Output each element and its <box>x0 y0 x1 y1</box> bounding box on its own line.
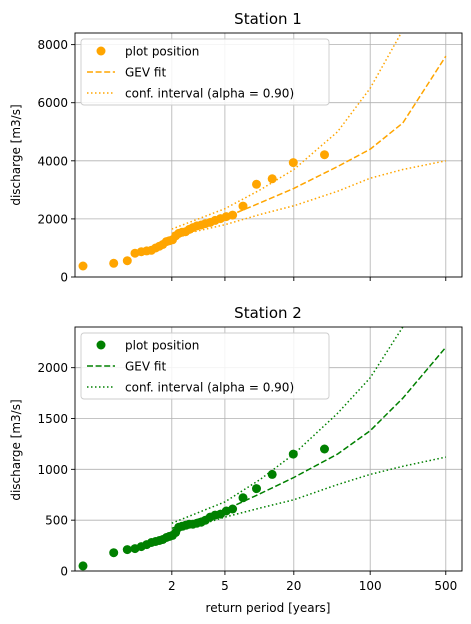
legend-conf-interval-label: conf. interval (alpha = 0.90) <box>125 87 294 101</box>
plot-position-point <box>109 548 119 558</box>
x-tick-label: 5 <box>221 579 229 593</box>
y-tick-label: 8000 <box>37 38 68 52</box>
station-2-panel: Station 2 discharge [m3/s] 0 500 1000 1500 2… <box>9 304 463 593</box>
conf-interval-lower-line <box>171 160 446 238</box>
legend-marker <box>96 340 106 350</box>
station-1-panel: Station 1 discharge [m3/s] 0 2000 4000 6000… <box>9 10 463 285</box>
legend: plot position GEV fit conf. interval (alph… <box>80 332 330 400</box>
legend-plot-position-label: plot position <box>125 339 199 353</box>
plot-position-point <box>252 484 261 494</box>
y-tick-label: 2000 <box>37 212 68 226</box>
panel-title: Station 1 <box>234 10 302 28</box>
axes-frame <box>74 32 463 278</box>
plot-position-point <box>320 444 329 454</box>
x-tick-label: 20 <box>286 579 301 593</box>
plot-position-point <box>122 545 132 555</box>
y-tick-label: 4000 <box>37 154 68 168</box>
y-axis-label: discharge [m3/s] <box>9 399 23 500</box>
y-tick-label: 1000 <box>37 463 68 477</box>
legend: plot position GEV fit conf. interval (alph… <box>80 38 330 106</box>
plot-position-point <box>267 174 277 184</box>
plot-position-point <box>238 201 248 211</box>
plot-position-point <box>288 449 298 459</box>
plot-position-point <box>78 561 88 571</box>
y-tick-label: 6000 <box>37 96 68 110</box>
conf-interval-upper-line <box>171 327 404 524</box>
x-tick-label: 100 <box>359 579 382 593</box>
conf-interval-lower-line <box>171 456 446 535</box>
y-tick-label: 0 <box>60 565 68 579</box>
legend-box <box>80 38 330 106</box>
legend-box <box>80 332 330 400</box>
plot-position-point <box>288 158 298 168</box>
x-tick-label: 2 <box>168 579 176 593</box>
plot-position-point <box>320 150 329 160</box>
y-tick-label: 500 <box>45 514 68 528</box>
plot-position-point <box>228 210 238 220</box>
legend-conf-interval-label: conf. interval (alpha = 0.90) <box>125 381 294 395</box>
axes-frame <box>74 326 463 572</box>
plot-position-point <box>109 258 119 268</box>
y-axis-label: discharge [m3/s] <box>9 104 23 205</box>
plot-position-point <box>228 504 238 514</box>
legend-gev-fit-label: GEV fit <box>125 360 166 374</box>
plot-position-point <box>238 493 248 503</box>
y-tick-label: 0 <box>60 271 68 285</box>
legend-gev-fit-label: GEV fit <box>125 66 166 80</box>
x-axis-label: return period [years] <box>206 601 331 615</box>
panel-title: Station 2 <box>234 304 302 322</box>
legend-plot-position-label: plot position <box>125 45 199 59</box>
plot-position-point <box>78 261 88 271</box>
plot-position-point <box>252 179 261 189</box>
plot-position-point <box>267 469 277 479</box>
y-tick-label: 1500 <box>37 412 68 426</box>
plot-position-point <box>122 256 132 266</box>
conf-interval-upper-line <box>171 33 403 230</box>
plot-area <box>78 33 447 271</box>
y-tick-label: 2000 <box>37 361 68 375</box>
legend-marker <box>96 46 106 56</box>
plot-area <box>78 327 447 571</box>
x-tick-label: 500 <box>434 579 457 593</box>
